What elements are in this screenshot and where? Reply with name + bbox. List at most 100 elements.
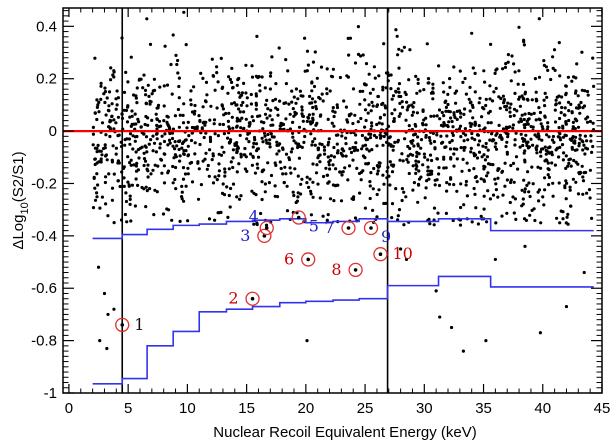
data-point xyxy=(554,98,558,102)
data-point xyxy=(316,156,320,160)
data-point xyxy=(488,109,492,113)
data-point xyxy=(238,133,242,137)
data-point xyxy=(237,162,241,166)
data-point xyxy=(578,133,582,137)
data-point xyxy=(479,177,483,181)
data-point xyxy=(437,64,441,68)
data-point xyxy=(523,158,527,162)
data-point xyxy=(255,221,259,225)
data-point xyxy=(126,180,130,184)
data-point xyxy=(506,135,510,139)
data-point xyxy=(342,99,346,103)
data-point xyxy=(502,99,506,103)
data-point xyxy=(309,192,313,196)
data-point xyxy=(174,165,178,170)
data-point xyxy=(368,91,372,95)
data-point xyxy=(401,159,405,163)
data-point xyxy=(152,77,156,81)
data-point xyxy=(524,133,528,137)
data-point xyxy=(514,155,519,159)
data-point xyxy=(486,148,490,152)
data-point xyxy=(110,186,115,190)
data-point xyxy=(484,339,488,343)
data-point xyxy=(208,148,212,152)
data-point xyxy=(303,134,307,139)
data-point xyxy=(390,97,394,101)
data-point xyxy=(575,62,579,66)
data-point xyxy=(268,142,272,146)
data-point xyxy=(103,143,107,147)
data-point xyxy=(505,178,509,182)
acceptance-curves xyxy=(92,218,594,385)
data-point xyxy=(255,162,259,166)
data-point xyxy=(177,84,181,89)
data-point xyxy=(294,141,298,145)
data-point xyxy=(571,120,576,124)
data-point xyxy=(297,156,301,160)
data-point xyxy=(414,74,418,78)
data-point xyxy=(394,187,398,191)
data-point xyxy=(331,163,335,167)
data-point xyxy=(137,156,141,160)
data-point xyxy=(407,171,411,176)
data-point xyxy=(309,213,313,217)
data-point xyxy=(461,349,465,353)
data-point xyxy=(504,104,509,108)
data-point xyxy=(585,89,590,94)
data-point xyxy=(228,127,232,131)
data-point xyxy=(567,109,571,113)
data-point xyxy=(112,221,116,225)
data-point xyxy=(371,104,375,108)
data-point xyxy=(538,110,543,115)
data-point xyxy=(397,47,401,51)
x-tick-label: 25 xyxy=(357,400,374,417)
data-point xyxy=(238,95,242,99)
data-point xyxy=(500,137,504,141)
data-point xyxy=(363,206,367,210)
data-point xyxy=(244,63,248,67)
data-point xyxy=(186,153,191,157)
data-point xyxy=(376,94,380,99)
data-point xyxy=(525,143,529,148)
data-point xyxy=(98,206,102,210)
data-point xyxy=(144,135,149,139)
data-point xyxy=(392,119,396,123)
data-point xyxy=(538,331,543,335)
data-point xyxy=(416,182,421,186)
data-point xyxy=(407,78,411,82)
data-point xyxy=(282,101,286,105)
data-point xyxy=(452,65,456,69)
data-point xyxy=(553,108,557,112)
data-point xyxy=(531,143,535,147)
data-point xyxy=(155,190,159,194)
data-point xyxy=(431,82,435,86)
data-point xyxy=(351,145,355,150)
event-marker-3 xyxy=(257,228,272,244)
data-point xyxy=(282,180,286,185)
data-point xyxy=(444,99,448,103)
data-point xyxy=(585,191,589,195)
acceptance-lower-curve xyxy=(92,275,594,385)
data-point xyxy=(542,203,546,207)
data-point xyxy=(570,147,575,151)
data-point xyxy=(512,211,516,215)
data-point xyxy=(546,68,550,72)
data-point xyxy=(281,122,286,127)
data-point xyxy=(425,179,429,183)
data-point xyxy=(506,53,510,57)
data-point xyxy=(457,127,461,131)
data-point xyxy=(439,134,443,138)
data-point xyxy=(567,118,571,123)
data-point xyxy=(448,85,452,89)
data-point xyxy=(509,163,513,168)
data-point xyxy=(414,171,418,175)
data-point xyxy=(137,77,142,81)
data-point xyxy=(149,100,153,104)
data-point xyxy=(288,166,292,170)
data-point xyxy=(116,179,120,183)
data-point xyxy=(489,42,493,47)
data-point xyxy=(370,121,374,125)
data-point xyxy=(463,76,467,81)
data-point xyxy=(104,153,108,157)
data-point xyxy=(429,114,433,118)
